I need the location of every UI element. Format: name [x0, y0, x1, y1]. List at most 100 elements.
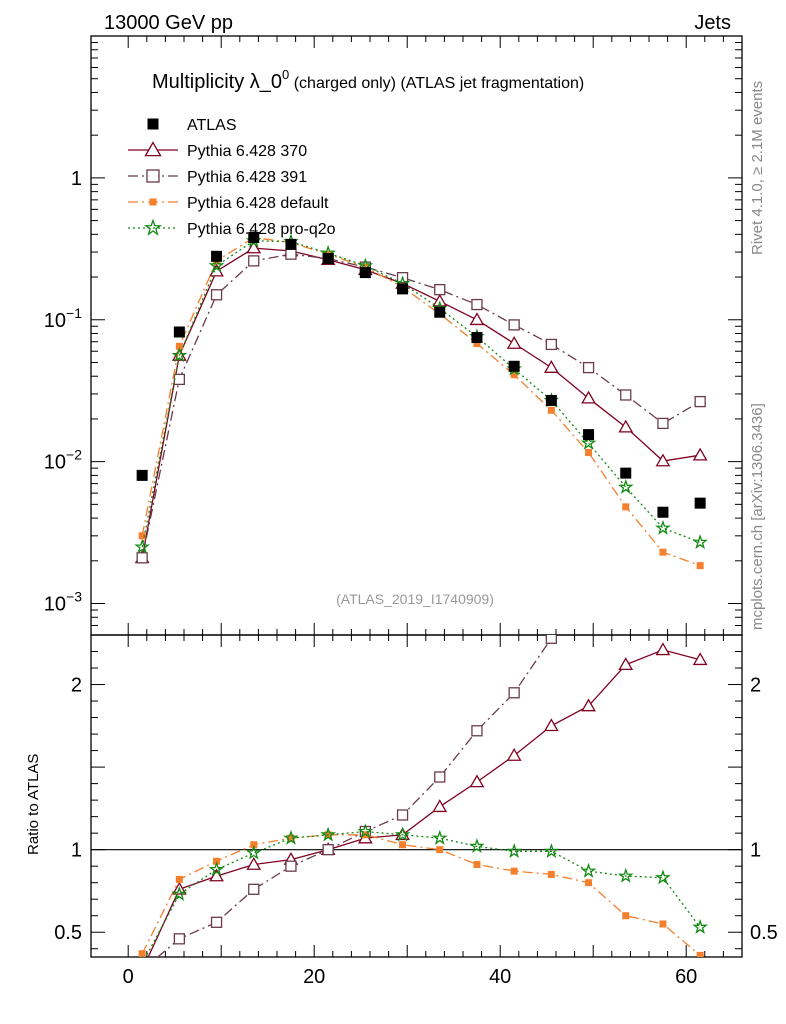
main-plot-series [134, 232, 708, 570]
ratio-point [545, 635, 557, 644]
ratio-point [585, 879, 593, 887]
ratio-point [246, 856, 262, 870]
legend-label: Pythia 6.428 391 [187, 169, 307, 186]
legend-item-atlas: ATLAS [147, 117, 237, 134]
ratio-point [618, 657, 634, 671]
legend-item-pythia-6-428-default: Pythia 6.428 default [128, 195, 329, 212]
y-tick-label: 10−1 [44, 305, 82, 332]
ratio-y-tick-label-right: 2 [750, 675, 761, 697]
data-point [510, 371, 518, 379]
data-point [657, 417, 669, 430]
data-point [583, 429, 595, 441]
ratio-point [137, 965, 147, 975]
ratio-point [248, 883, 260, 895]
data-point [506, 335, 522, 349]
ratio-point [510, 867, 518, 875]
data-point [173, 373, 186, 386]
ratio-y-tick-label-right: 1 [750, 840, 761, 862]
data-point [471, 298, 483, 311]
ratio-point [434, 771, 446, 783]
ratio-point [431, 829, 448, 845]
x-tick-label: 60 [675, 966, 697, 988]
side-label-top: Rivet 4.1.0, ≥ 2.1M events [749, 81, 766, 255]
ratio-point [171, 886, 188, 901]
series-line-pythia-6-428-370 [141, 247, 701, 558]
ratio-point [136, 964, 149, 975]
data-point [208, 257, 225, 273]
ratio-point [208, 861, 225, 877]
title-rest: (charged only) (ATLAS jet fragmentation) [289, 75, 584, 92]
legend: ATLAS Pythia 6.428 370 Pythia 6.428 391 Pyt… [128, 117, 336, 238]
data-point [473, 340, 481, 348]
ratio-point [584, 597, 594, 607]
ratio-point [432, 799, 448, 813]
legend-marker [144, 141, 162, 157]
data-point [397, 283, 409, 295]
ratio-point [210, 916, 223, 928]
ratio-point [399, 841, 407, 849]
data-point [434, 306, 446, 318]
x-tick-label: 40 [489, 966, 511, 988]
y-tick-label-exponent: −2 [66, 447, 82, 463]
ratio-point [287, 834, 295, 842]
data-point [285, 248, 297, 260]
ratio-series-pythia-6-428-pro-q2o [141, 823, 709, 957]
ratio-point [471, 725, 483, 737]
ratio-point [695, 580, 705, 590]
ratio-point [250, 841, 258, 849]
data-point [246, 240, 262, 254]
data-point [469, 312, 485, 326]
series-line-pythia-6-428-391 [141, 253, 701, 558]
y-tick-label-base: 10 [44, 310, 66, 332]
data-point [622, 503, 630, 511]
ratio-point [245, 844, 262, 860]
axis-ticks [91, 35, 742, 957]
data-point [211, 250, 223, 262]
data-point [175, 342, 183, 350]
series-line-pythia-6-428-default [141, 236, 701, 567]
plot-title: Multiplicity λ_00 (charged only) (ATLAS … [152, 67, 584, 93]
series-atlas [136, 232, 706, 518]
data-point [359, 267, 371, 279]
data-point [471, 331, 483, 343]
ratio-series-pythia-6-428-391 [137, 580, 705, 975]
ratio-point [547, 870, 555, 878]
ratio-point [394, 826, 411, 842]
series-pythia-6-428-391 [136, 248, 706, 564]
legend-label: ATLAS [187, 117, 237, 134]
x-tick-label: 20 [303, 966, 325, 988]
header-right: Jets [694, 12, 731, 34]
data-point [580, 434, 597, 450]
data-point [582, 361, 595, 374]
ratio-point [283, 829, 299, 845]
data-point [508, 360, 520, 372]
y-tick-label: 10−2 [44, 447, 82, 474]
ratio-point [506, 747, 522, 761]
data-point [136, 469, 148, 481]
data-point [547, 406, 555, 414]
data-point [694, 395, 706, 408]
ratio-point [285, 860, 297, 872]
analysis-label: (ATLAS_2019_I1740909) [336, 591, 494, 607]
title-superscript: 0 [282, 67, 289, 82]
data-point [692, 447, 708, 461]
ratio-point [175, 875, 183, 883]
ratio-point [213, 857, 221, 865]
legend-marker [144, 218, 162, 236]
data-point [655, 519, 671, 535]
legend-marker [146, 169, 160, 183]
data-point [210, 289, 223, 301]
ratio-y-tick-label: 1 [71, 840, 82, 862]
data-point [248, 232, 260, 244]
ratio-point [469, 838, 485, 853]
y-tick-label-base: 10 [44, 452, 66, 474]
ratio-point [696, 951, 704, 957]
data-point [617, 479, 634, 494]
ratio-y-label: Ratio to ATLAS [25, 754, 42, 855]
x-tick-label: 0 [123, 966, 134, 988]
legend-item-pythia-6-428-370: Pythia 6.428 370 [128, 141, 307, 160]
ratio-y-tick-label-right: 0.5 [750, 922, 778, 944]
ratio-series-pythia-6-428-default [138, 831, 704, 957]
ratio-point [617, 867, 634, 883]
data-point [545, 394, 557, 406]
